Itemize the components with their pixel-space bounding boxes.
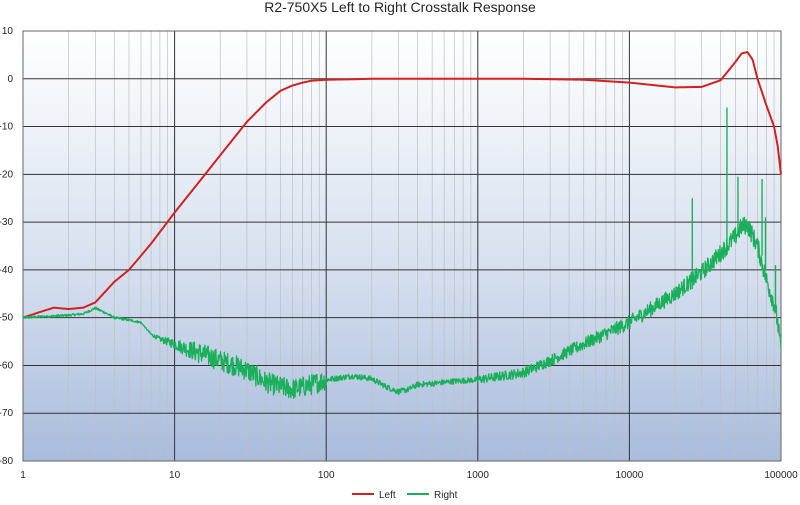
y-tick-label: -20: [0, 169, 13, 180]
series-layer: [22, 51, 782, 400]
legend: Left Right: [352, 490, 458, 501]
series-line-left: [22, 51, 782, 319]
x-axis-ticks: 1 10 100 1000 10000 100000: [20, 470, 798, 481]
x-tick-label: 100000: [764, 470, 798, 481]
y-tick-label: -70: [0, 408, 13, 419]
y-tick-label: -50: [0, 313, 13, 324]
y-tick-label: -30: [0, 217, 13, 228]
legend-label: Right: [434, 490, 458, 501]
x-tick-label: 100: [318, 470, 335, 481]
y-tick-label: 10: [2, 26, 14, 37]
x-tick-label: 10: [169, 470, 181, 481]
y-tick-label: -10: [0, 122, 13, 133]
plot-area: [23, 31, 781, 461]
series-left: [22, 51, 782, 319]
y-tick-label: -80: [0, 456, 13, 467]
series-line-right: [22, 216, 782, 400]
x-tick-label: 10000: [615, 470, 643, 481]
x-tick-label: 1000: [467, 470, 490, 481]
chart-title: R2-750X5 Left to Right Crosstalk Respons…: [264, 0, 536, 15]
y-axis-ticks: 10 0 -10 -20 -30 -40 -50 -60 -70 -80: [0, 26, 13, 467]
series-right: [22, 107, 782, 400]
minor-grid: [68, 31, 775, 461]
x-tick-label: 1: [20, 470, 26, 481]
y-tick-label: 0: [7, 74, 13, 85]
legend-label: Left: [379, 490, 396, 501]
y-tick-label: -40: [0, 265, 13, 276]
y-tick-label: -60: [0, 360, 13, 371]
plot-border: [22, 30, 782, 462]
